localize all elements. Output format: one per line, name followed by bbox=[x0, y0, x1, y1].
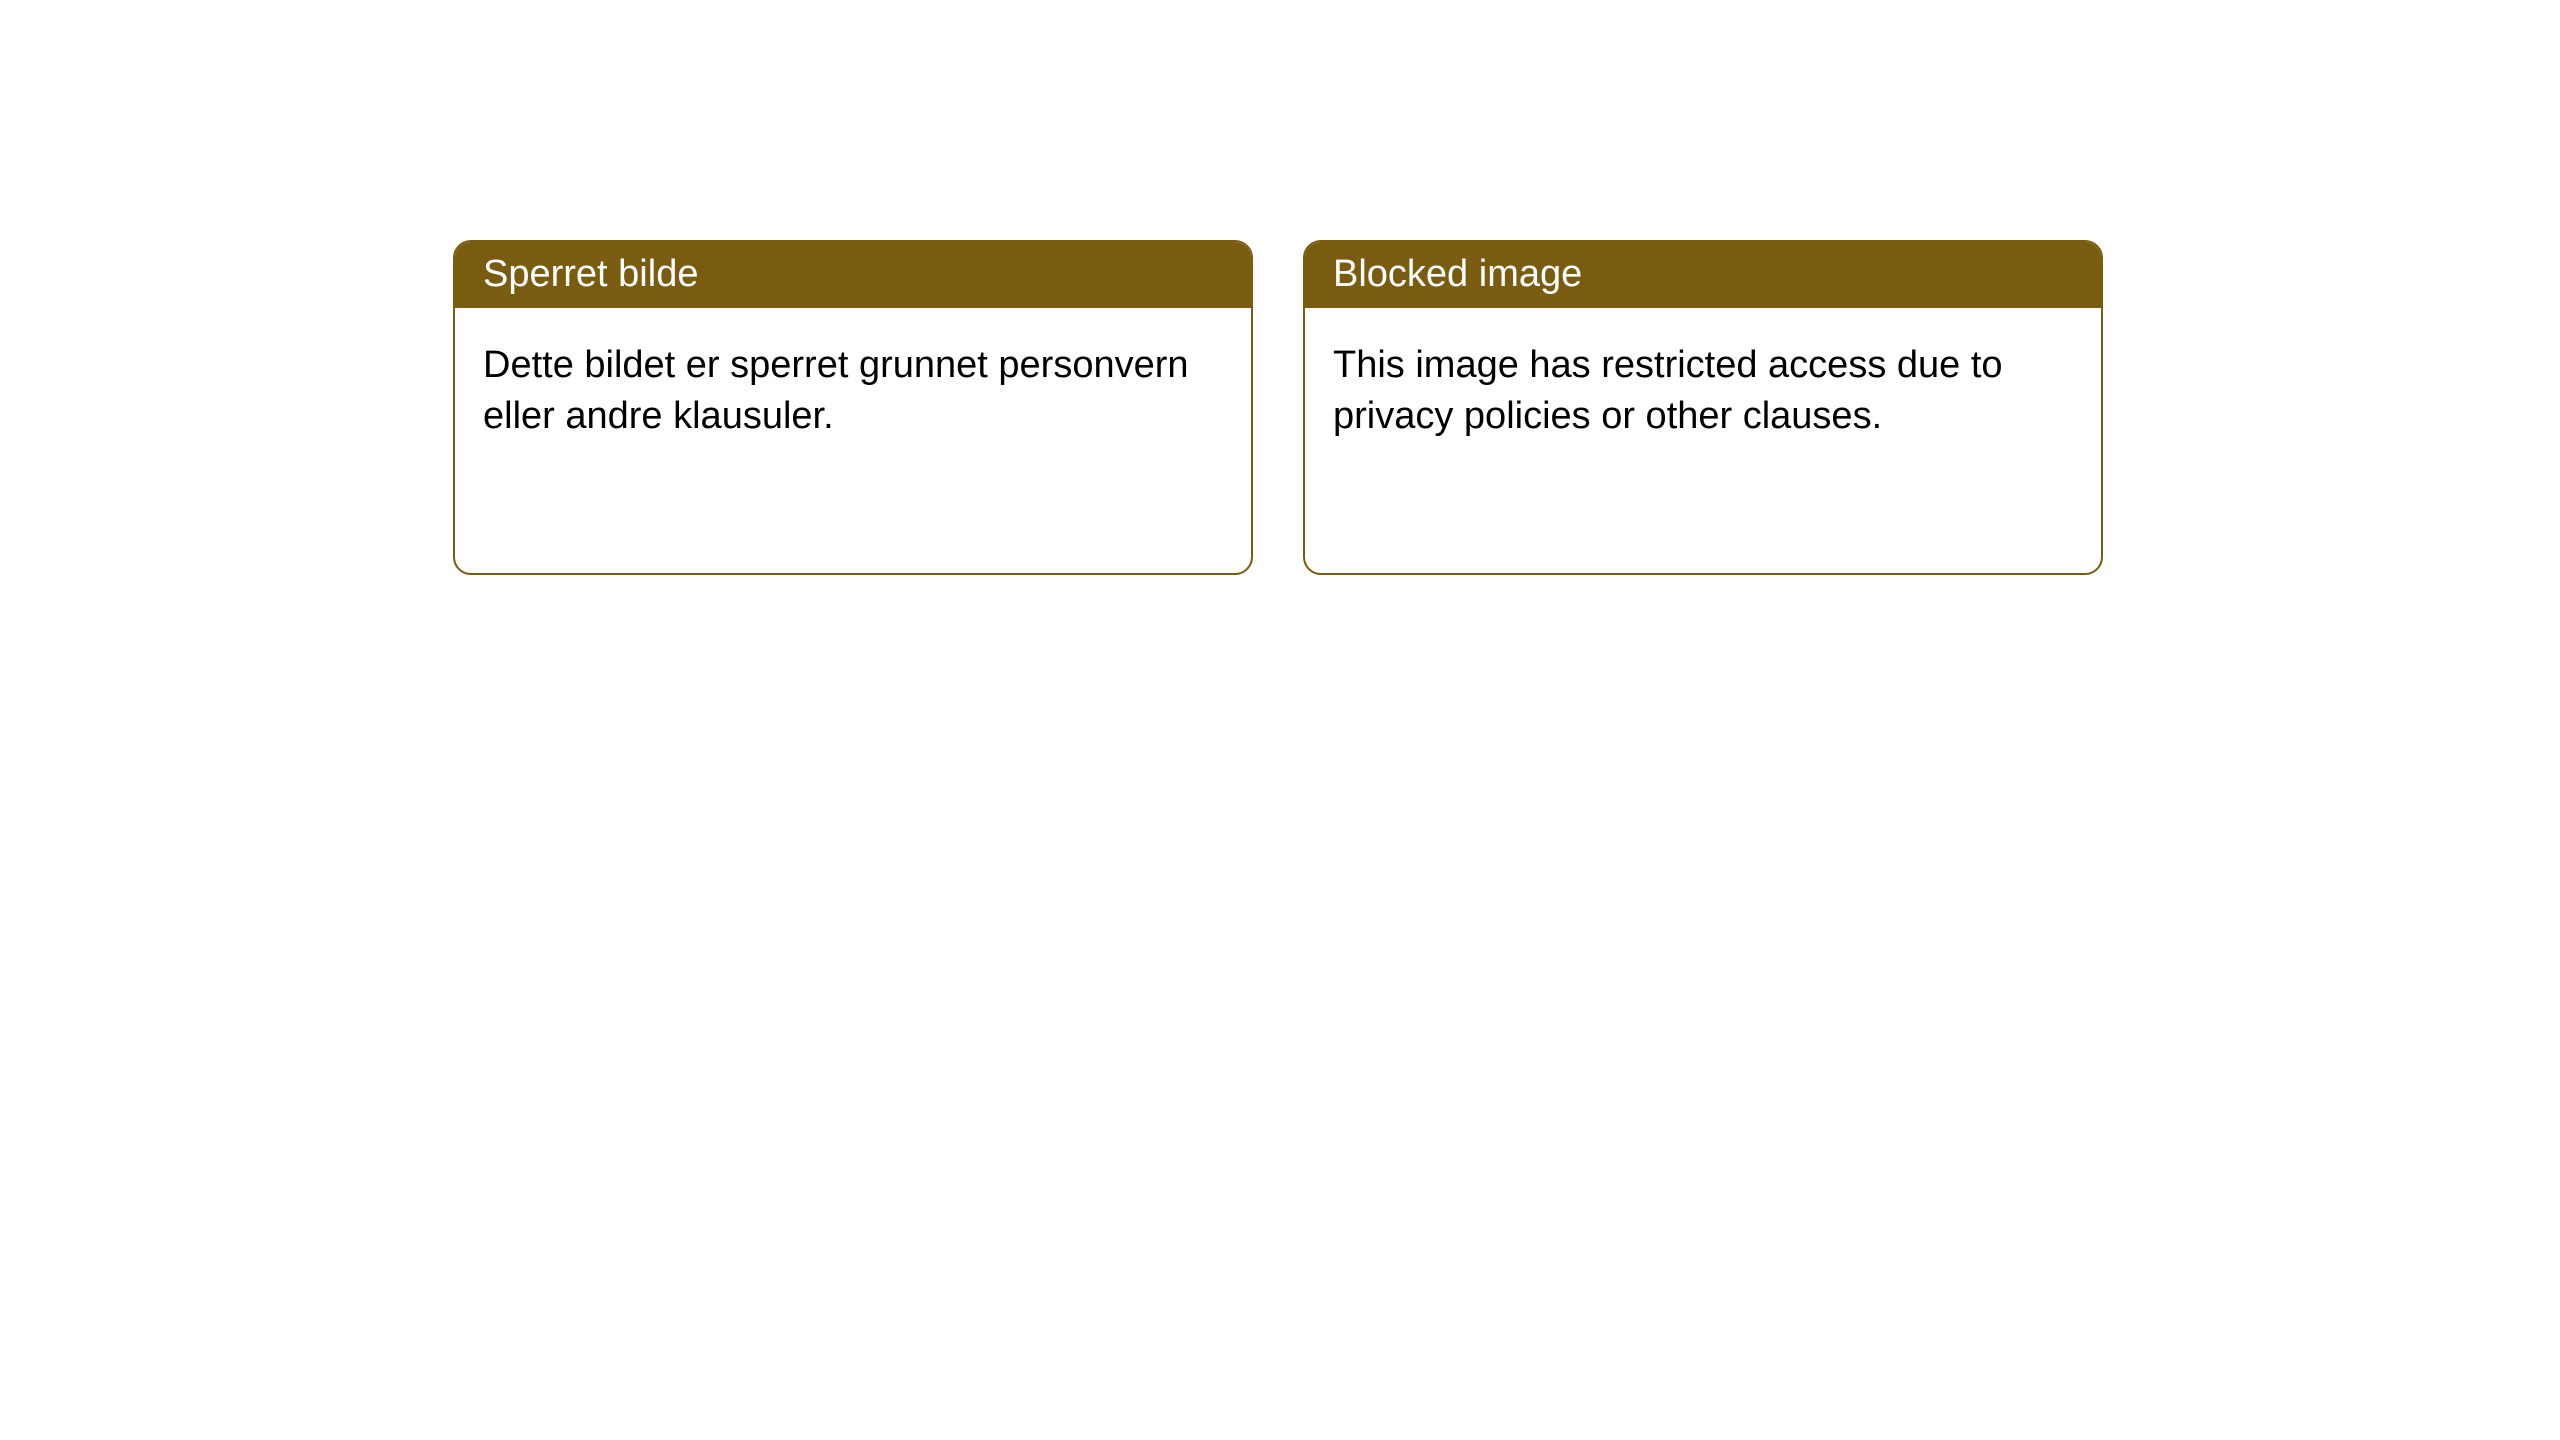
notice-container: Sperret bilde Dette bildet er sperret gr… bbox=[0, 0, 2560, 575]
notice-header: Sperret bilde bbox=[455, 242, 1251, 308]
notice-body: Dette bildet er sperret grunnet personve… bbox=[455, 308, 1251, 475]
notice-box-english: Blocked image This image has restricted … bbox=[1303, 240, 2103, 575]
notice-box-norwegian: Sperret bilde Dette bildet er sperret gr… bbox=[453, 240, 1253, 575]
notice-body: This image has restricted access due to … bbox=[1305, 308, 2101, 475]
notice-header: Blocked image bbox=[1305, 242, 2101, 308]
